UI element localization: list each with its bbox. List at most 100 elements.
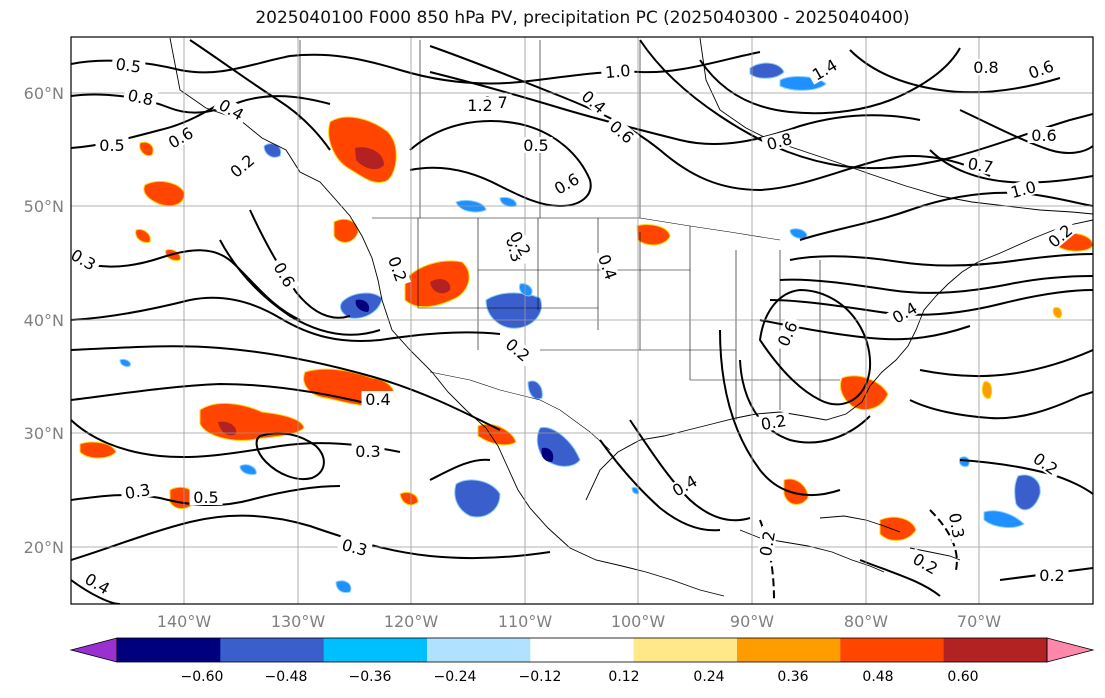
precip-patch xyxy=(541,447,554,462)
precip-patch xyxy=(239,464,257,475)
contour-line xyxy=(429,458,491,481)
contour-line xyxy=(799,191,1093,241)
latitude-labels: 60°N 50°N 40°N 30°N 20°N xyxy=(24,84,64,557)
contour-label-bg xyxy=(907,548,944,579)
contour-label-bg xyxy=(604,114,640,149)
contour-label-bg xyxy=(122,85,159,109)
contour-label: 0.3 xyxy=(355,442,380,461)
contour-line xyxy=(699,47,961,115)
contour-label-bg xyxy=(962,154,999,176)
precip-patch xyxy=(454,479,501,518)
coastline-east xyxy=(585,219,1093,501)
contour-label-bg xyxy=(969,59,1003,75)
contour-line xyxy=(758,288,872,406)
graticule xyxy=(71,37,1093,604)
contour-label-bg xyxy=(1042,218,1078,253)
contour-line xyxy=(71,249,301,321)
lat-label: 60°N xyxy=(24,84,64,103)
contour-line xyxy=(849,49,1061,94)
colorbar-segment xyxy=(323,638,428,662)
precip-patch xyxy=(783,478,809,505)
contour-label: 0.3 xyxy=(945,511,968,539)
lon-label: 140°W xyxy=(157,612,212,631)
colorbar-tick-label: 0.48 xyxy=(862,669,893,685)
contour-label: 0.2 xyxy=(756,529,779,557)
precip-patch xyxy=(139,141,154,157)
contour-line xyxy=(71,345,501,431)
lon-label: 110°W xyxy=(498,612,553,631)
colorbar-tick-label: −0.48 xyxy=(265,669,308,685)
longitude-labels: 140°W 130°W 120°W 110°W 100°W 90°W 80°W … xyxy=(157,612,1001,631)
contour-line xyxy=(189,39,331,151)
precip-patch xyxy=(430,279,451,294)
contour-line xyxy=(779,275,1093,294)
contour-label-bg xyxy=(361,391,395,407)
contour-line xyxy=(719,329,841,497)
contour-label: 0.4 xyxy=(365,390,390,409)
colorbar-tick-label: −0.24 xyxy=(434,669,477,685)
precip-patch xyxy=(485,292,542,329)
colorbar xyxy=(69,637,1095,663)
contour-label-bg xyxy=(71,244,102,275)
precip-patch xyxy=(983,510,1025,528)
precip-patch xyxy=(636,223,671,246)
precip-patch xyxy=(981,381,993,399)
map-frame xyxy=(70,36,1094,605)
contour-label-bg xyxy=(351,443,385,459)
contour-label-bg xyxy=(463,97,497,113)
contour-line xyxy=(769,289,1093,316)
contour-line xyxy=(929,149,1093,184)
colorbar-tick-label: 0.24 xyxy=(693,669,724,685)
coastline-west xyxy=(169,37,725,597)
contour-line xyxy=(71,296,501,343)
precip-patch xyxy=(263,143,282,158)
contour-label-bg xyxy=(756,525,778,562)
contour-label: 0.2 xyxy=(1039,566,1064,585)
precip-patch xyxy=(143,181,185,207)
precip-patch xyxy=(879,516,917,541)
precip-patch xyxy=(399,491,419,506)
lat-label: 50°N xyxy=(24,197,64,216)
contour-line xyxy=(599,439,721,532)
contour-label-bg xyxy=(806,54,843,85)
contour-label: 0.5 xyxy=(99,136,124,155)
precip-patch xyxy=(135,229,151,243)
colorbar-segment xyxy=(117,638,221,662)
colorbar-ticks: −0.60 −0.48 −0.36 −0.24 −0.12 0.12 0.24 … xyxy=(181,669,979,685)
contour-label-bg xyxy=(773,315,802,353)
map-title: 2025040100 F000 850 hPa PV, precipitatio… xyxy=(255,8,910,28)
precip-patch xyxy=(749,62,785,79)
contour-label-bg xyxy=(946,507,968,544)
contour-label-bg xyxy=(95,137,129,153)
us-mexico-border xyxy=(429,371,611,451)
colorbar-border xyxy=(116,637,1048,663)
colorbar-tick-label: 0.36 xyxy=(777,669,808,685)
contour-label-bg xyxy=(548,168,585,199)
contour-label-bg xyxy=(500,332,536,367)
precip-patch xyxy=(355,147,384,170)
precip-patch xyxy=(218,421,237,436)
contour-label-bg xyxy=(594,248,621,286)
precip-patch xyxy=(119,359,131,367)
contour-label-bg xyxy=(761,129,798,154)
contour-label: 1.0 xyxy=(604,61,631,82)
contour-line xyxy=(409,120,592,208)
contour-label-bg xyxy=(600,61,635,81)
precip-patch xyxy=(335,580,352,593)
lon-label: 100°W xyxy=(611,612,666,631)
contour-line xyxy=(71,93,331,114)
contour-label-bg xyxy=(1005,177,1042,202)
colorbar-segment xyxy=(840,638,945,662)
contour-label-bg xyxy=(336,535,373,560)
lon-label: 90°W xyxy=(730,612,774,631)
contour-line xyxy=(739,359,871,444)
precip-patch xyxy=(1014,474,1041,511)
colorbar-segment xyxy=(220,638,325,662)
contour-label-bg xyxy=(213,94,250,125)
contour-line xyxy=(629,419,751,522)
precip-patch xyxy=(519,283,533,297)
contour-label: 0.7 xyxy=(966,154,994,177)
contour-line xyxy=(909,391,1093,420)
contour-line xyxy=(71,514,551,561)
contour-label: 0.8 xyxy=(973,58,998,77)
